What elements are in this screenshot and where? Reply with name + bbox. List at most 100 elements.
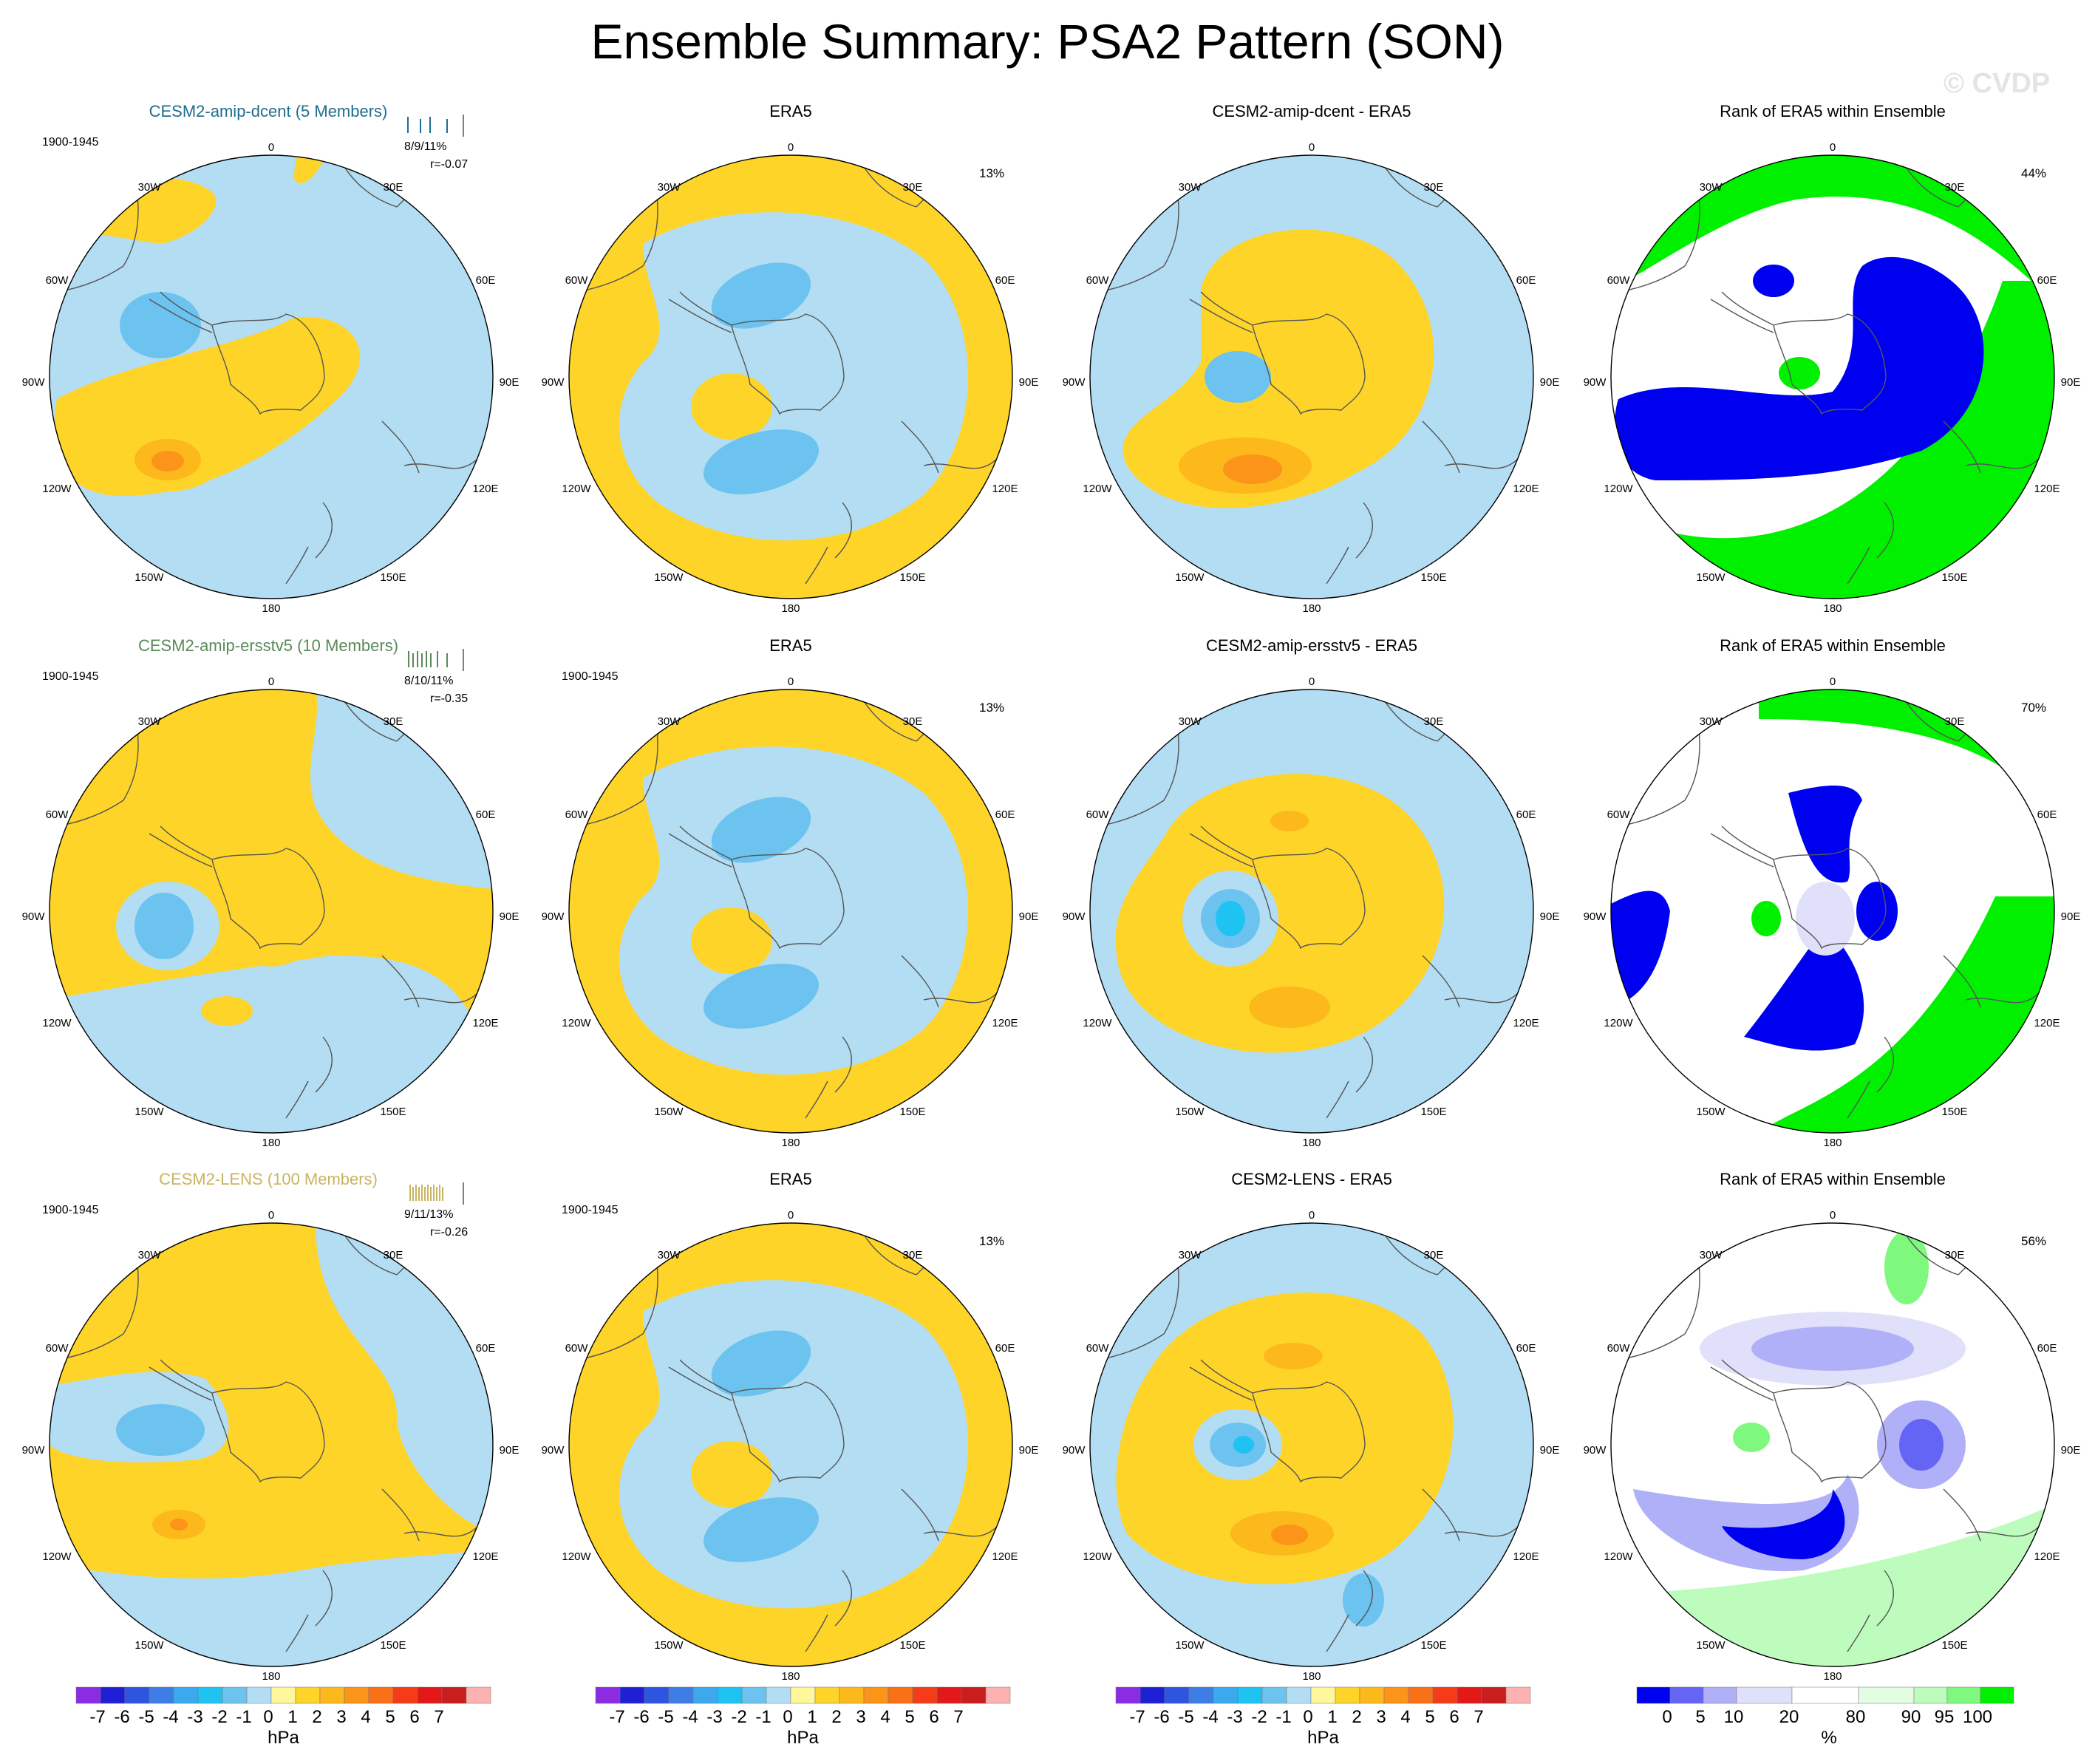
field-contours — [1611, 1223, 2054, 1666]
panel-title: ERA5 — [769, 1170, 811, 1188]
cvdp-watermark: © CVDP — [1944, 68, 2051, 99]
longitude-label: 30W — [658, 1249, 681, 1261]
colorbar-tick: 5 — [385, 1707, 395, 1727]
map-boundary — [49, 154, 494, 599]
colorbar-tick: 6 — [409, 1707, 419, 1727]
colorbar-unit: % — [1821, 1728, 1836, 1748]
antarctica-outline — [731, 848, 845, 950]
colorbar-hpa: -7 -6 -5 -4 -3 -2 -1 0 1 2 3 4 5 6 7 hPa — [595, 1686, 1011, 1748]
pos-center — [1334, 340, 1408, 443]
pattern-correlation: r=-0.07 — [430, 158, 468, 171]
longitude-label: 120W — [1083, 483, 1112, 495]
panel-title: Rank of ERA5 within Ensemble — [1720, 102, 1946, 120]
longitude-label: 60E — [1516, 274, 1536, 287]
longitude-label: 90W — [1584, 1444, 1607, 1457]
longitude-label: 150W — [134, 1639, 164, 1652]
colorbar-rank: 0 5 10 20 80 90 95 100% — [1636, 1686, 2014, 1748]
colorbar-swatch — [1980, 1686, 2014, 1704]
field-contours — [50, 155, 493, 599]
pos-region — [691, 907, 772, 974]
colorbar-swatch — [319, 1686, 345, 1704]
coastline — [1097, 689, 1519, 1119]
longitude-label: 90E — [1019, 376, 1039, 389]
colorbar-swatch — [1913, 1686, 1948, 1704]
antarctica-outline — [1773, 848, 1887, 950]
longitude-label: 150W — [1696, 1639, 1726, 1652]
colorbar-tick: 1 — [287, 1707, 297, 1727]
panel-title: ERA5 — [769, 102, 811, 120]
rank-green — [1759, 896, 2054, 1133]
longitude-label: 120E — [1513, 1550, 1539, 1563]
longitude-label: 150E — [380, 1106, 406, 1118]
neg-center — [704, 429, 819, 494]
colorbar-swatch — [1359, 1686, 1385, 1704]
period-label: 1900-1945 — [562, 670, 619, 683]
panel-r3c4: 0 30E 60E 90E 120E 150E 180 150W 120W 90W 60W 30W Ra… — [1584, 1170, 2081, 1683]
peninsula-outline — [1710, 825, 1774, 868]
rank-green — [1779, 357, 1820, 389]
longitude-label: 90E — [1540, 910, 1560, 923]
field-contours — [50, 689, 493, 1133]
longitude-label: 60W — [1086, 274, 1110, 287]
antarctica-outline — [1252, 848, 1366, 950]
pos-center — [1264, 1343, 1323, 1369]
australia-outline — [381, 955, 479, 1008]
colorbar-swatch — [839, 1686, 865, 1704]
pos-region — [293, 155, 327, 184]
period-label: 1900-1945 — [42, 670, 99, 683]
longitude-label: 60W — [46, 1342, 69, 1355]
colorbar-swatch — [1858, 1686, 1915, 1704]
longitude-label: 30W — [1700, 181, 1723, 194]
rank-blue — [1856, 882, 1898, 941]
colorbar-swatch — [295, 1686, 321, 1704]
colorbar-tick: -1 — [1275, 1707, 1291, 1727]
peninsula-outline — [149, 291, 213, 333]
map-boundary — [568, 689, 1013, 1134]
longitude-label: 0 — [1830, 675, 1836, 688]
field-contours — [1090, 155, 1533, 599]
colorbar-swatch — [392, 1686, 418, 1704]
colorbar-tick: 6 — [929, 1707, 939, 1727]
pos-center — [1249, 987, 1330, 1028]
longitude-label: 120W — [1083, 1017, 1112, 1029]
peninsula-outline — [149, 1359, 213, 1401]
peninsula-outline — [668, 825, 732, 868]
longitude-label: 120W — [562, 483, 591, 495]
colorbar-swatch — [1457, 1686, 1482, 1704]
australia-outline — [381, 1488, 479, 1542]
colorbar-tick: 0 — [783, 1707, 792, 1727]
panel-title: Rank of ERA5 within Ensemble — [1720, 1170, 1946, 1188]
longitude-label: 180 — [781, 602, 800, 615]
longitude-label: 60W — [46, 274, 69, 287]
colorbar-unit: hPa — [1307, 1728, 1339, 1748]
rank-green — [1611, 155, 2054, 303]
new-zealand-outline — [1847, 1570, 1895, 1652]
panel-r1c2: 0 30E 60E 90E 120E 150E 180 150W 120W 90W 60W 30W ER… — [542, 102, 1039, 615]
pct-variance-stats: 8/10/11% — [404, 675, 453, 687]
colorbar-swatch — [1505, 1686, 1531, 1704]
longitude-label: 90E — [500, 376, 520, 389]
field-contours — [1090, 689, 1533, 1133]
longitude-label: 150W — [654, 571, 684, 584]
longitude-label: 60E — [1516, 1342, 1536, 1355]
percent-variance-label: 70% — [2021, 701, 2046, 715]
colorbar-swatch — [149, 1686, 174, 1704]
colorbar-swatch — [741, 1686, 767, 1704]
coastline — [56, 155, 479, 585]
map-boundary — [49, 689, 494, 1134]
antarctica-outline — [211, 313, 325, 415]
colorbar-tick: 20 — [1779, 1707, 1799, 1727]
longitude-label: 90W — [22, 376, 46, 389]
rank-blue — [1744, 926, 1864, 1051]
map-boundary — [1089, 1222, 1534, 1667]
pos-center — [217, 1329, 229, 1338]
pos-region — [691, 1441, 772, 1508]
longitude-label: 0 — [788, 141, 794, 154]
colorbar-tick: 100 — [1963, 1707, 1992, 1727]
panel-title: CESM2-amip-dcent - ERA5 — [1213, 102, 1411, 120]
longitude-label: 60W — [1607, 808, 1631, 821]
colorbar-tick: 5 — [905, 1707, 914, 1727]
pos-center — [1223, 454, 1282, 484]
colorbar-swatch — [985, 1686, 1011, 1704]
longitude-label: 90E — [500, 1444, 520, 1457]
